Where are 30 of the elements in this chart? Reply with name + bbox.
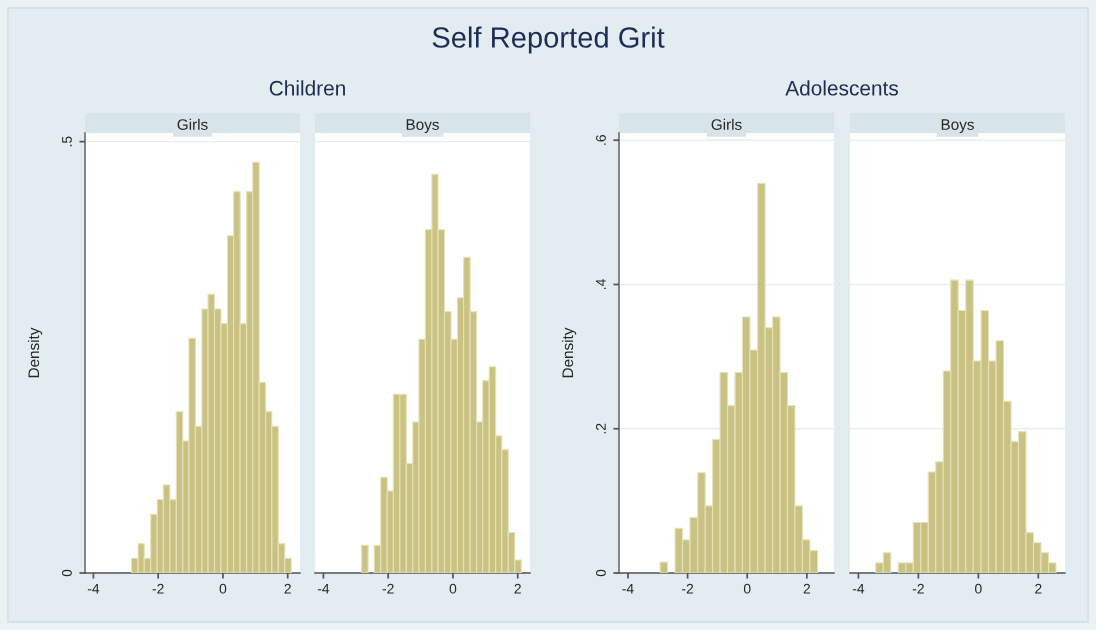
x-tick-label: 2 [1035, 583, 1042, 594]
x-tick-label: -4 [852, 583, 865, 594]
x-tick-label: 2 [803, 583, 811, 594]
chart-title: Boys [406, 119, 439, 133]
x-tick-label: 0 [743, 583, 751, 594]
chart-title: Girls [711, 118, 742, 130]
x-tick-label: -2 [682, 583, 694, 594]
x-tick-label: 0 [219, 583, 227, 594]
y-tick-label: .2 [596, 423, 606, 434]
x-tick-label: 0 [449, 583, 457, 594]
y-tick-label: .4 [596, 279, 606, 289]
x-tick-label: 0 [975, 583, 982, 594]
y-axis-title: Density [27, 327, 43, 378]
chart-subtitle: Adolescents [785, 80, 898, 96]
y-tick-label: 0 [596, 569, 606, 577]
x-tick-label: -4 [317, 583, 330, 594]
text: Self Reported Grit [432, 26, 665, 54]
x-tick-label: -4 [622, 583, 634, 594]
x-tick-label: 2 [284, 583, 291, 594]
x-tick-label: 2 [514, 583, 521, 594]
x-tick-label: -2 [912, 583, 924, 594]
y-axis-title: Density [561, 327, 577, 378]
x-tick-label: -2 [382, 583, 394, 594]
chart-title: Girls [177, 118, 208, 130]
x-tick-label: -2 [152, 583, 164, 594]
chart-subtitle: Children [269, 80, 345, 96]
chart-title: Boys [941, 119, 974, 133]
y-tick-label: .6 [596, 135, 606, 145]
x-tick-label: -4 [87, 583, 100, 594]
y-tick-label: .5 [62, 136, 72, 147]
